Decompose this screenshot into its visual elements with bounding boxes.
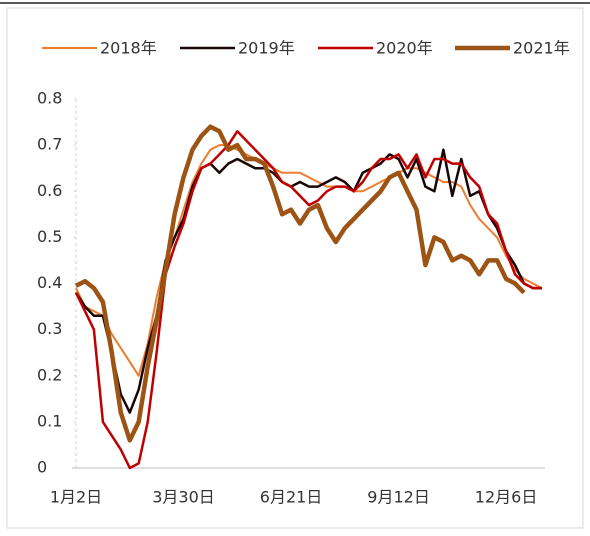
x-tick-label: 12月6日 <box>475 488 538 507</box>
y-tick-label: 0.4 <box>37 273 62 292</box>
legend-label: 2020年 <box>376 39 433 58</box>
legend-label: 2019年 <box>238 39 295 58</box>
x-tick-label: 9月12日 <box>367 488 430 507</box>
x-tick-label: 6月21日 <box>260 488 323 507</box>
y-tick-label: 0.8 <box>37 89 62 108</box>
y-tick-label: 0 <box>37 458 47 477</box>
y-tick-label: 0.5 <box>37 227 62 246</box>
y-tick-label: 0.7 <box>37 135 62 154</box>
y-tick-label: 0.3 <box>37 319 62 338</box>
y-tick-label: 0.6 <box>37 181 62 200</box>
x-tick-label: 1月2日 <box>50 488 102 507</box>
series-line <box>74 124 526 443</box>
series-line <box>74 130 542 470</box>
y-tick-label: 0.2 <box>37 365 62 384</box>
x-tick-label: 3月30日 <box>152 488 215 507</box>
legend-label: 2021年 <box>513 39 570 58</box>
frame <box>6 7 584 529</box>
legend-label: 2018年 <box>100 39 157 58</box>
series-line <box>75 144 543 377</box>
y-tick-label: 0.1 <box>37 411 62 430</box>
